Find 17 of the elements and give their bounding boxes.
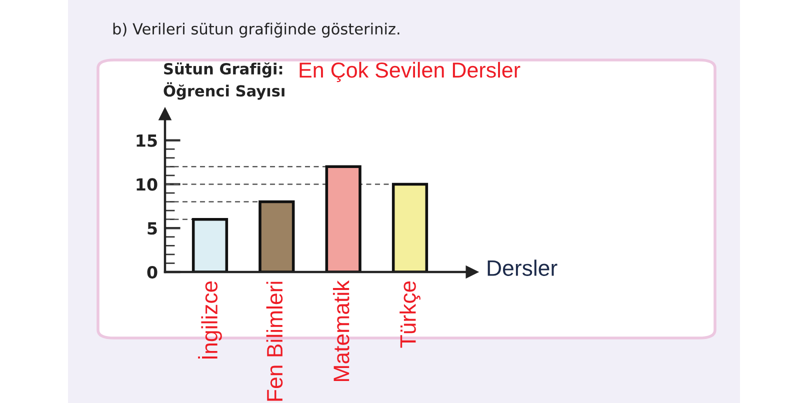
bar xyxy=(192,218,228,272)
bar xyxy=(392,182,428,272)
x-tick-label: Matematik xyxy=(332,280,350,381)
y-axis-title: Öğrenci Sayısı xyxy=(164,82,284,100)
y-tick-label: 0 xyxy=(147,266,158,279)
text: b) Verileri sütun grafiğinde gösteriniz. xyxy=(113,22,400,38)
x-axis-title: Dersler xyxy=(488,260,558,276)
x-tick-label: İngilizce xyxy=(198,281,222,359)
bar xyxy=(258,200,295,272)
y-tick-label: 15 xyxy=(136,134,157,147)
chart-title: Sütun Grafiği: xyxy=(164,62,282,78)
y-tick-label: 5 xyxy=(148,222,157,235)
x-tick-label: Fen Bilimleri xyxy=(266,282,283,401)
y-tick-label: 10 xyxy=(136,178,158,191)
bar xyxy=(325,165,362,272)
x-tick-label: Türkçe xyxy=(400,281,420,348)
chart-subtitle: En Çok Sevilen Dersler xyxy=(300,62,520,82)
